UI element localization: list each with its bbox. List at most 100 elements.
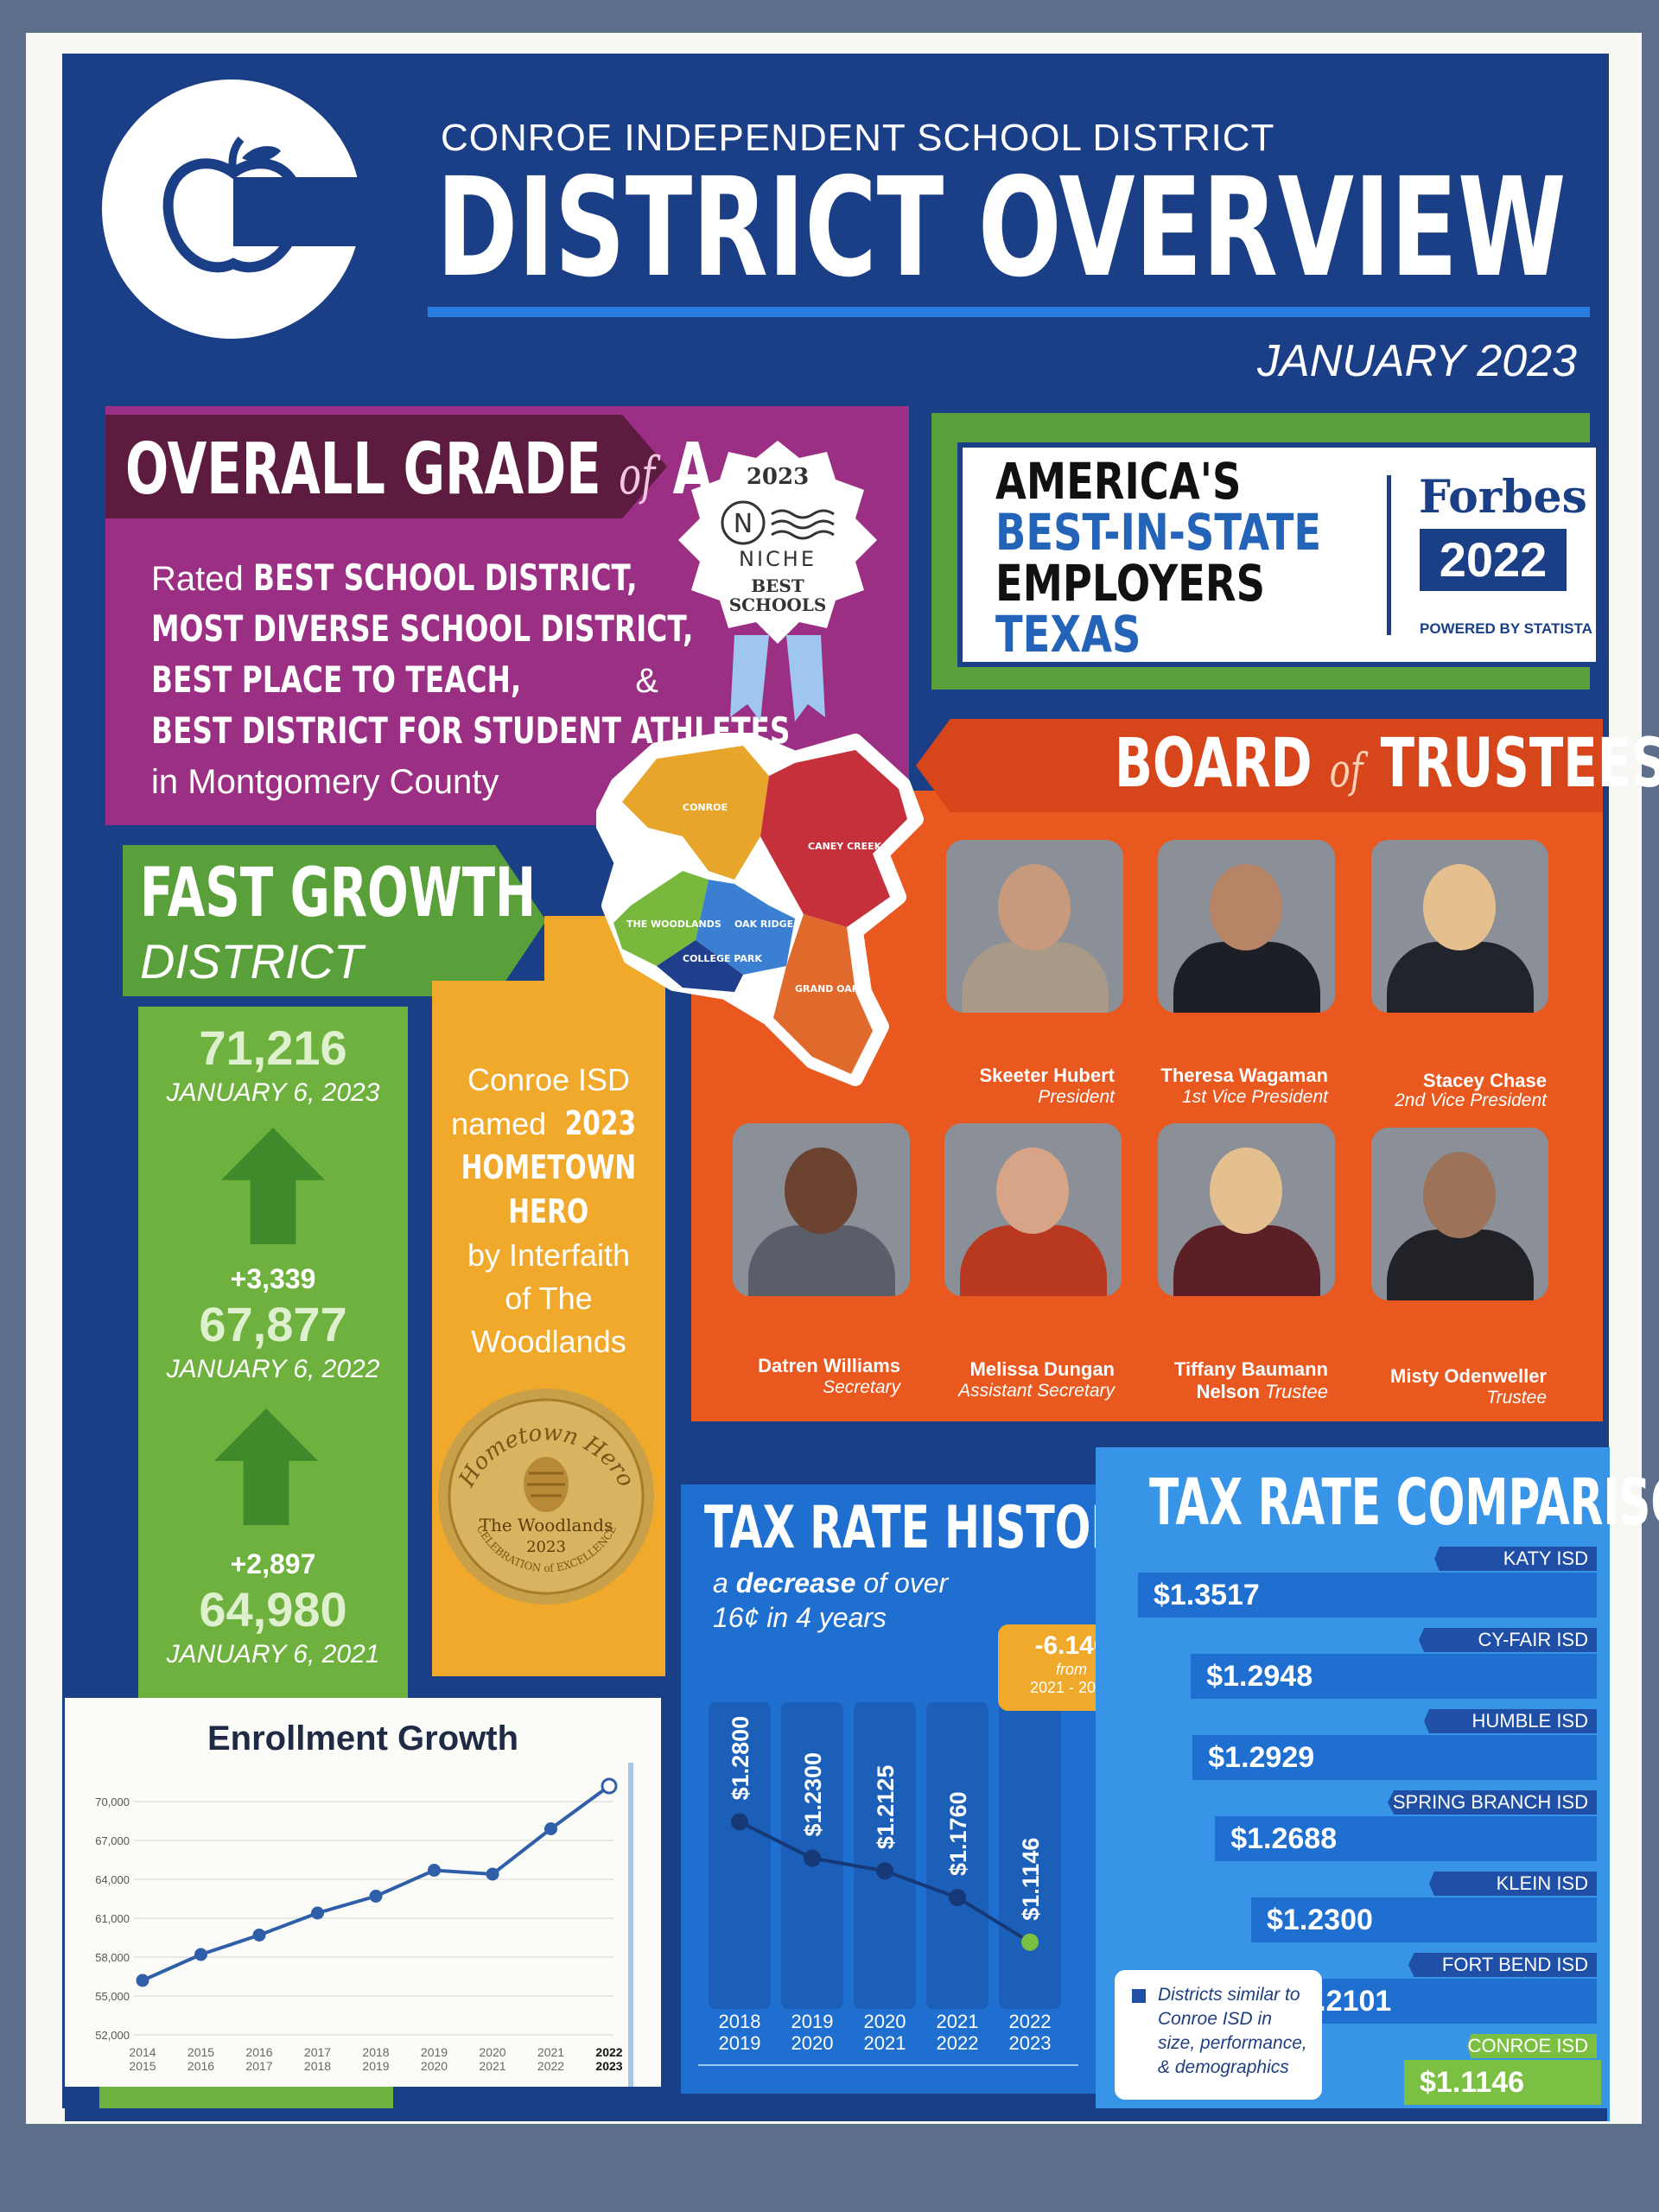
tax-history-chart: $1.280020182019$1.230020192020$1.2125202… [698,1702,1078,2066]
page-title: DISTRICT OVERVIEW [436,149,1567,308]
district-tag: KATY ISD [1434,1547,1597,1571]
map-label-caney-creek: CANEY CREEK [808,841,882,852]
x-tick-label: 2023 [595,2059,622,2073]
ranking-best-place-teach: BEST PLACE TO TEACH, [151,658,522,701]
y-tick-label: 64,000 [95,1873,130,1886]
district-tag: HUMBLE ISD [1424,1709,1597,1733]
trustee-photo [733,1123,910,1296]
y-tick-label: 55,000 [95,1990,130,2003]
x-tick-label: 2023 [1009,2032,1052,2054]
data-label: $1.1146 [1018,1838,1044,1921]
trustee-name-line-2: Nelson [1196,1381,1260,1402]
x-tick-label: 2022 [1009,2011,1052,2032]
grade-heading: OVERALL GRADE of A [125,435,712,505]
x-tick-label: 2020 [479,2045,505,2059]
forbes-powered-by: POWERED BY STATISTA [1420,620,1592,637]
grade-heading-tab [105,415,667,518]
y-tick-label: 58,000 [95,1951,130,1964]
board-heading: BOARD of TRUSTEES [1115,730,1659,798]
trustee-role: Trustee [1265,1381,1328,1402]
trustee-role: Trustee [1486,1388,1547,1408]
x-tick-label: 2015 [129,2059,156,2073]
x-tick-label: 2019 [421,2045,448,2059]
district-tag: CY-FAIR ISD [1419,1628,1597,1652]
trustee-name: Stacey Chase [1422,1070,1547,1091]
map-label-conroe: CONROE [683,802,728,813]
forbes-logo: Forbes [1419,471,1587,524]
y-tick-label: 70,000 [95,1796,130,1808]
column-band [926,1702,988,2009]
trustee-role: 1st Vice President [1182,1087,1328,1107]
map-region-grand-oaks [773,914,873,1074]
x-tick-label: 2018 [719,2011,761,2032]
x-tick-label: 2016 [245,2045,272,2059]
data-point [544,1822,557,1835]
trustee-role: President [1038,1087,1115,1107]
board-heading-main-2: TRUSTEES [1380,725,1659,803]
hometown-line-1: Conroe ISD [467,1062,631,1097]
ranking-best-district: BEST SCHOOL DISTRICT, [252,556,638,599]
tax-history-sub-bold: decrease [735,1567,856,1599]
tax-comparison-legend [1115,1970,1322,2100]
rate-bar: $1.3517 [1137,1573,1597,1618]
x-tick-label: 2020 [421,2059,448,2073]
column-band [854,1702,916,2009]
hometown-text: Conroe ISD named 2023 HOMETOWN HERO by I… [432,1058,665,1363]
data-point [876,1862,893,1880]
x-tick-label: 2021 [479,2059,505,2073]
niche-badge-schools: SCHOOLS [729,594,827,615]
y-tick-label: 67,000 [95,1834,130,1847]
x-tick-label: 2016 [188,2059,214,2073]
data-point [486,1867,499,1881]
niche-badge-letter: N [734,509,753,539]
hometown-line-7: Woodlands [471,1324,626,1359]
x-tick-label: 2018 [362,2045,389,2059]
x-tick-label: 2017 [304,2045,331,2059]
data-point [428,1864,441,1877]
enrollment-2022-date: JANUARY 6, 2022 [166,1355,380,1383]
tax-history-sub-line-2: 16¢ in 4 years [713,1602,887,1633]
x-tick-label: 2022 [537,2059,564,2073]
forbes-award-text: AMERICA'S BEST-IN-STATE EMPLOYERS TEXAS [995,455,1321,664]
pinecone-icon [524,1457,569,1512]
hometown-line-6: of The [505,1281,593,1316]
x-tick-label: 2019 [791,2011,834,2032]
title-underline [428,307,1590,317]
board-heading-tab [916,719,1603,812]
data-point [369,1890,383,1903]
trustee-name: Skeeter Hubert [979,1065,1115,1086]
map-region-conroe [622,746,769,880]
district-name: CONROE INDEPENDENT SCHOOL DISTRICT [441,117,1275,159]
map-region-caney-creek [760,750,907,927]
enrollment-chart: 70,000 67,000 64,000 61,000 58,000 55,000 52,0… [95,1763,633,2087]
district-tag: KLEIN ISD [1429,1872,1597,1896]
data-label: $1.1760 [945,1791,971,1876]
enrollment-chart-panel [65,1698,661,2087]
trustee-name: Theresa Wagaman [1160,1065,1328,1086]
data-point [252,1929,266,1942]
enrollment-chart-title: Enrollment Growth [207,1719,518,1758]
grade-county: in Montgomery County [151,763,499,801]
data-point [804,1849,821,1867]
grade-rated: Rated [151,560,244,598]
x-tick-label: 2020 [791,2032,834,2054]
map-label-oak-ridge: OAK RIDGE [734,918,793,930]
grade-heading-of: of [619,446,656,506]
tax-history-title: TAX RATE HISTORY [704,1494,1152,1562]
niche-badge-best: BEST [751,575,804,596]
forbes-line-3: EMPLOYERS [995,554,1266,613]
board-heading-main: BOARD [1115,725,1313,803]
niche-badge-brand: NICHE [739,547,817,571]
forbes-line-4: TEXAS [995,605,1141,664]
data-point [731,1813,748,1831]
callout-range: 2021 - 2022 [1029,1679,1114,1696]
data-point [601,1777,618,1795]
series-line [142,1784,611,1982]
trustee-photo [1371,1128,1548,1300]
x-tick-label: 2017 [245,2059,272,2073]
data-point [311,1906,324,1920]
data-point [194,1948,207,1961]
district-tag: FORT BEND ISD [1408,1953,1597,1977]
x-tick-label: 2022 [595,2045,622,2059]
grade-heading-main: OVERALL GRADE [125,429,601,511]
